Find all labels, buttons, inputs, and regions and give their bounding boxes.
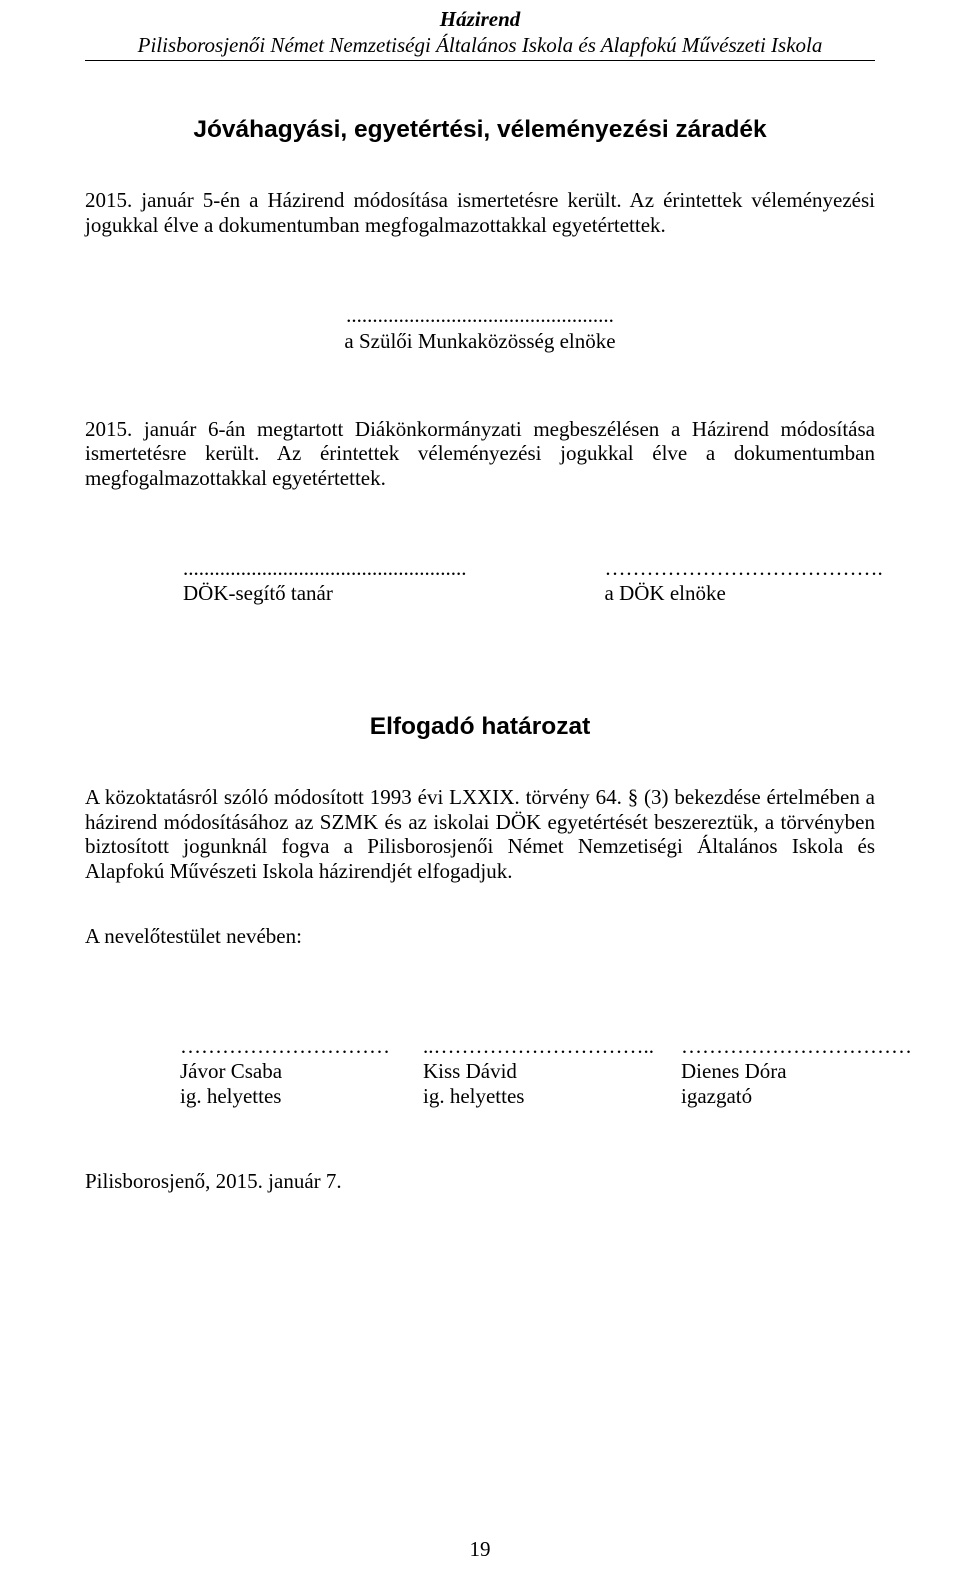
signature-row-dok: ........................................…: [85, 556, 875, 606]
approval-heading: Jóváhagyási, egyetértési, véleményezési …: [85, 116, 875, 144]
header-divider: [85, 60, 875, 61]
signature-dots-kiss: ..…………………………..: [423, 1034, 648, 1059]
date-location: Pilisborosjenő, 2015. január 7.: [85, 1169, 875, 1194]
signature-name-dienes: Dienes Dóra: [681, 1059, 906, 1084]
resolution-heading: Elfogadó határozat: [85, 713, 875, 741]
paragraph-4: A nevelőtestület nevében:: [85, 924, 875, 949]
paragraph-2: 2015. január 6-án megtartott Diákönkormá…: [85, 417, 875, 491]
signature-dots-javor: …………………………: [180, 1034, 390, 1059]
signature-row-staff: ………………………… Jávor Csaba ig. helyettes ..……: [85, 1034, 875, 1109]
signature-label-dok-teacher: DÖK-segítő tanár: [183, 581, 467, 606]
signature-label-szmk: a Szülői Munkaközösség elnöke: [85, 329, 875, 354]
page-header: Házirend Pilisborosjenői Német Nemzetisé…: [85, 0, 875, 61]
signature-role-javor: ig. helyettes: [180, 1084, 390, 1109]
signature-dots-1: ........................................…: [85, 303, 875, 328]
signature-dots-dok-left: ........................................…: [183, 556, 467, 581]
signature-dots-dienes: ……………………………: [681, 1034, 906, 1059]
header-title: Házirend: [85, 7, 875, 32]
signature-role-kiss: ig. helyettes: [423, 1084, 648, 1109]
signature-name-kiss: Kiss Dávid: [423, 1059, 648, 1084]
page-number: 19: [0, 1537, 960, 1562]
paragraph-3: A közoktatásról szóló módosított 1993 év…: [85, 785, 875, 884]
signature-name-javor: Jávor Csaba: [180, 1059, 390, 1084]
signature-dots-dok-right: ………………………………….: [605, 556, 883, 581]
header-subtitle: Pilisborosjenői Német Nemzetiségi Általá…: [85, 33, 875, 58]
signature-role-dienes: igazgató: [681, 1084, 906, 1109]
paragraph-1: 2015. január 5-én a Házirend módosítása …: [85, 188, 875, 238]
signature-label-dok-president: a DÖK elnöke: [605, 581, 883, 606]
